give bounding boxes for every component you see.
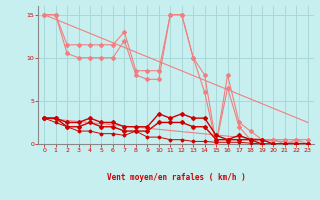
X-axis label: Vent moyen/en rafales ( km/h ): Vent moyen/en rafales ( km/h ) — [107, 173, 245, 182]
